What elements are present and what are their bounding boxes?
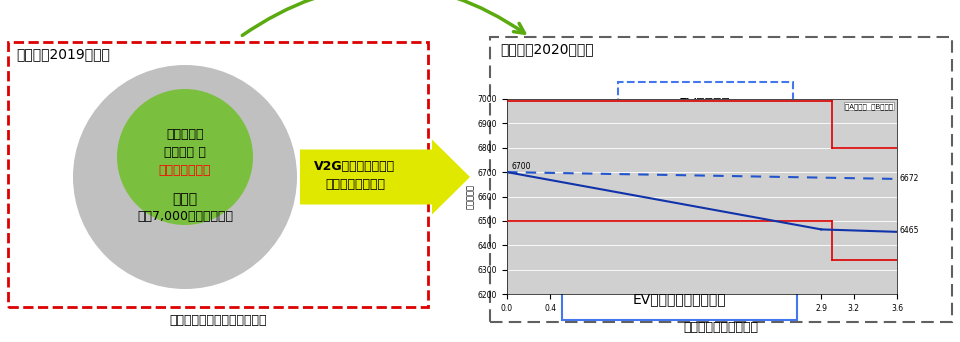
Text: 昨年度（2019年度）: 昨年度（2019年度） [16,47,109,61]
FancyArrowPatch shape [643,264,656,276]
Text: 想定される: 想定される [166,129,204,142]
Text: 全系統: 全系統 [173,192,198,206]
Circle shape [117,89,253,225]
Text: V2Gのポテンシャル: V2Gのポテンシャル [315,160,396,173]
Circle shape [73,65,297,289]
Text: 電圧降下 大: 電圧降下 大 [164,145,206,158]
Text: 今年度（2020年度）: 今年度（2020年度） [500,42,593,56]
Text: EV充電なし: EV充電なし [679,96,731,110]
Bar [8,42,428,307]
Text: 6672: 6672 [900,174,919,183]
FancyArrowPatch shape [242,0,524,36]
FancyArrowPatch shape [721,127,728,147]
Bar [562,278,797,320]
Text: 6700: 6700 [512,162,531,171]
Bar [490,37,952,322]
FancyArrowPatch shape [645,265,715,278]
FancyArrow shape [300,140,470,214]
Text: を把握したうえで: を把握したうえで [325,179,385,192]
Text: 6465: 6465 [900,226,919,235]
Bar [618,82,793,124]
Text: 詳細シミュレーション: 詳細シミュレーション [684,321,758,334]
Text: 簡易計算による系統の絞込み: 簡易計算による系統の絞込み [169,314,267,327]
Text: ヤA節電圧  ヤB節電圧: ヤA節電圧 ヤB節電圧 [845,103,893,109]
Text: EV充電時（下限逸脱）: EV充電時（下限逸脱） [633,292,726,306]
Text: （割合を把握）: （割合を把握） [158,163,211,176]
Text: （約7,000フィーダー）: （約7,000フィーダー） [137,210,233,224]
Y-axis label: 電圧（Ｖ）: 電圧（Ｖ） [466,184,475,209]
